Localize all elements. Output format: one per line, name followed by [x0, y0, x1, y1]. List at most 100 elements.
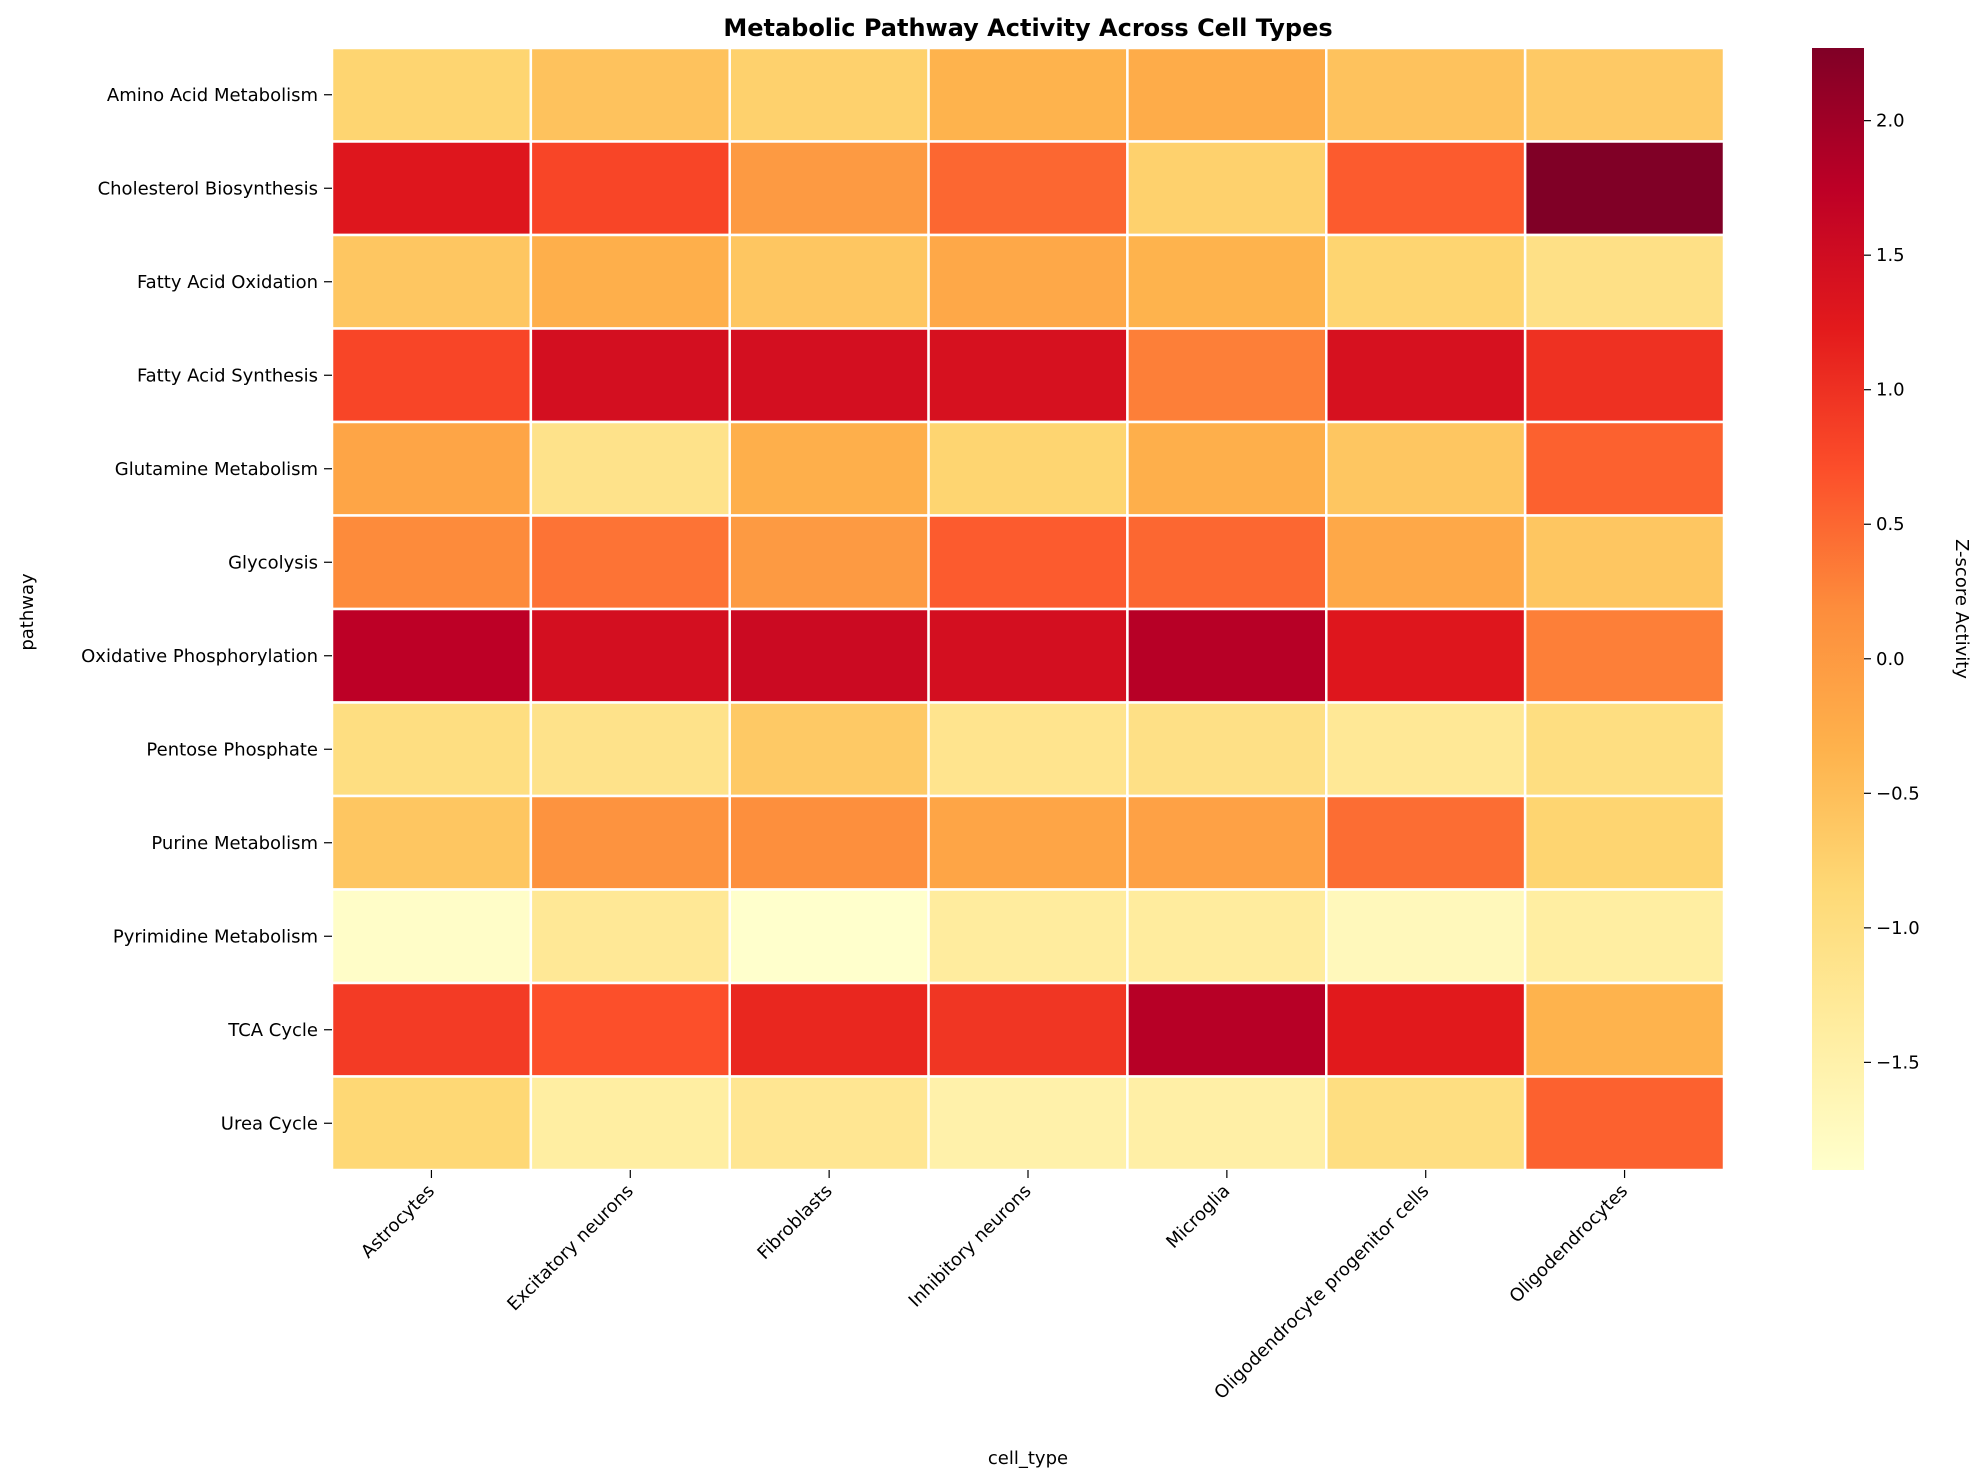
heatmap-cell [1126, 327, 1328, 424]
y-tick-label: Amino Acid Metabolism [107, 85, 318, 106]
colorbar-axis: 2.0 1.5 1.0 0.5 0.0 −0.5 −1.0 −1.5 [1864, 111, 1920, 1073]
heatmap-cell [1523, 701, 1726, 798]
y-tick-label: Glycolysis [228, 552, 318, 573]
y-tick-label: Fatty Acid Synthesis [137, 365, 318, 386]
y-tick-label: Pentose Phosphate [146, 739, 318, 760]
heatmap-cell [1325, 140, 1527, 237]
heatmap-cell [728, 607, 930, 704]
heatmap-cell [1523, 607, 1726, 704]
colorbar-tick-label: 0.0 [1876, 649, 1905, 670]
heatmap-cell [529, 981, 731, 1078]
heatmap-cell [330, 794, 533, 891]
heatmap-cell [1523, 233, 1726, 330]
heatmap-cell [728, 981, 930, 1078]
heatmap-cell [1126, 140, 1328, 237]
heatmap-cell [529, 794, 731, 891]
y-tick-label: Pyrimidine Metabolism [113, 926, 318, 947]
colorbar-tick-label: 1.0 [1876, 380, 1905, 401]
colorbar-tick-label: 0.5 [1876, 514, 1905, 535]
heatmap-cell [1523, 794, 1726, 891]
y-tick-label: TCA Cycle [227, 1020, 318, 1041]
heatmap-cell [529, 140, 731, 237]
heatmap-cell [529, 1075, 731, 1172]
heatmap-cell [1325, 794, 1527, 891]
heatmap-cell [1126, 46, 1328, 143]
y-tick-label: Urea Cycle [221, 1113, 318, 1134]
heatmap-cell [1325, 514, 1527, 611]
heatmap-cell [728, 1075, 930, 1172]
heatmap-cell [1325, 420, 1527, 517]
heatmap-cell [330, 420, 533, 517]
heatmap-cell [1523, 981, 1726, 1078]
heatmap-cell [927, 46, 1129, 143]
heatmap-cell [728, 233, 930, 330]
colorbar-tick-label: −1.0 [1876, 918, 1920, 939]
y-axis-label: pathway [17, 573, 38, 651]
y-tick-label: Cholesterol Biosynthesis [98, 178, 318, 199]
heatmap-cell [1523, 888, 1726, 985]
heatmap-cell [1126, 420, 1328, 517]
heatmap-cell [330, 327, 533, 424]
heatmap-cell [728, 701, 930, 798]
heatmap-cell [330, 1075, 533, 1172]
x-tick-label: Fibroblasts [753, 1181, 836, 1264]
heatmap-cell [927, 981, 1129, 1078]
colorbar [1812, 48, 1864, 1170]
heatmap-cell [927, 327, 1129, 424]
x-tick-label: Oligodendrocytes [1506, 1181, 1633, 1308]
heatmap-cells [330, 46, 1726, 1172]
heatmap-cell [330, 981, 533, 1078]
heatmap-cell [1126, 794, 1328, 891]
x-axis-label: cell_type [988, 1448, 1068, 1469]
heatmap-cell [1126, 888, 1328, 985]
heatmap-cell [927, 701, 1129, 798]
heatmap-cell [1126, 514, 1328, 611]
heatmap-cell [529, 514, 731, 611]
x-tick-label: Inhibitory neurons [905, 1181, 1036, 1312]
colorbar-tick-label: 1.5 [1876, 245, 1905, 266]
y-tick-label: Fatty Acid Oxidation [137, 272, 318, 293]
heatmap-cell [1523, 1075, 1726, 1172]
heatmap-cell [927, 420, 1129, 517]
x-tick-label: Oligodendrocyte progenitor cells [1210, 1181, 1433, 1404]
heatmap-cell [1126, 233, 1328, 330]
heatmap-cell [1126, 607, 1328, 704]
heatmap-cell [330, 701, 533, 798]
heatmap-cell [1126, 981, 1328, 1078]
heatmap-cell [1523, 514, 1726, 611]
y-tick-label: Glutamine Metabolism [115, 459, 318, 480]
heatmap-cell [330, 233, 533, 330]
heatmap-cell [1523, 420, 1726, 517]
colorbar-tick-label: −1.5 [1876, 1052, 1920, 1073]
heatmap-cell [927, 140, 1129, 237]
colorbar-tick-label: −0.5 [1876, 783, 1920, 804]
heatmap-cell [728, 888, 930, 985]
heatmap-cell [1523, 46, 1726, 143]
x-tick-label: Microglia [1162, 1181, 1234, 1253]
y-axis: Amino Acid Metabolism Cholesterol Biosynt… [81, 85, 332, 1134]
heatmap-cell [927, 888, 1129, 985]
heatmap-cell [1325, 607, 1527, 704]
heatmap-cell [1325, 46, 1527, 143]
heatmap-cell [1126, 701, 1328, 798]
x-axis: Astrocytes Excitatory neurons Fibroblasts I… [357, 1170, 1632, 1404]
heatmap-cell [927, 1075, 1129, 1172]
heatmap-cell [927, 514, 1129, 611]
heatmap-cell [1126, 1075, 1328, 1172]
heatmap-cell [529, 420, 731, 517]
colorbar-tick-label: 2.0 [1876, 111, 1905, 132]
heatmap-cell [1325, 233, 1527, 330]
y-tick-label: Purine Metabolism [151, 833, 318, 854]
heatmap-cell [1325, 701, 1527, 798]
heatmap-cell [330, 607, 533, 704]
heatmap-cell [728, 420, 930, 517]
heatmap-cell [529, 233, 731, 330]
heatmap-cell [728, 514, 930, 611]
heatmap-cell [927, 607, 1129, 704]
heatmap-cell [1325, 327, 1527, 424]
chart-title: Metabolic Pathway Activity Across Cell T… [723, 14, 1332, 42]
colorbar-label: Z-score Activity [1951, 539, 1972, 679]
heatmap-cell [330, 140, 533, 237]
heatmap-cell [728, 327, 930, 424]
